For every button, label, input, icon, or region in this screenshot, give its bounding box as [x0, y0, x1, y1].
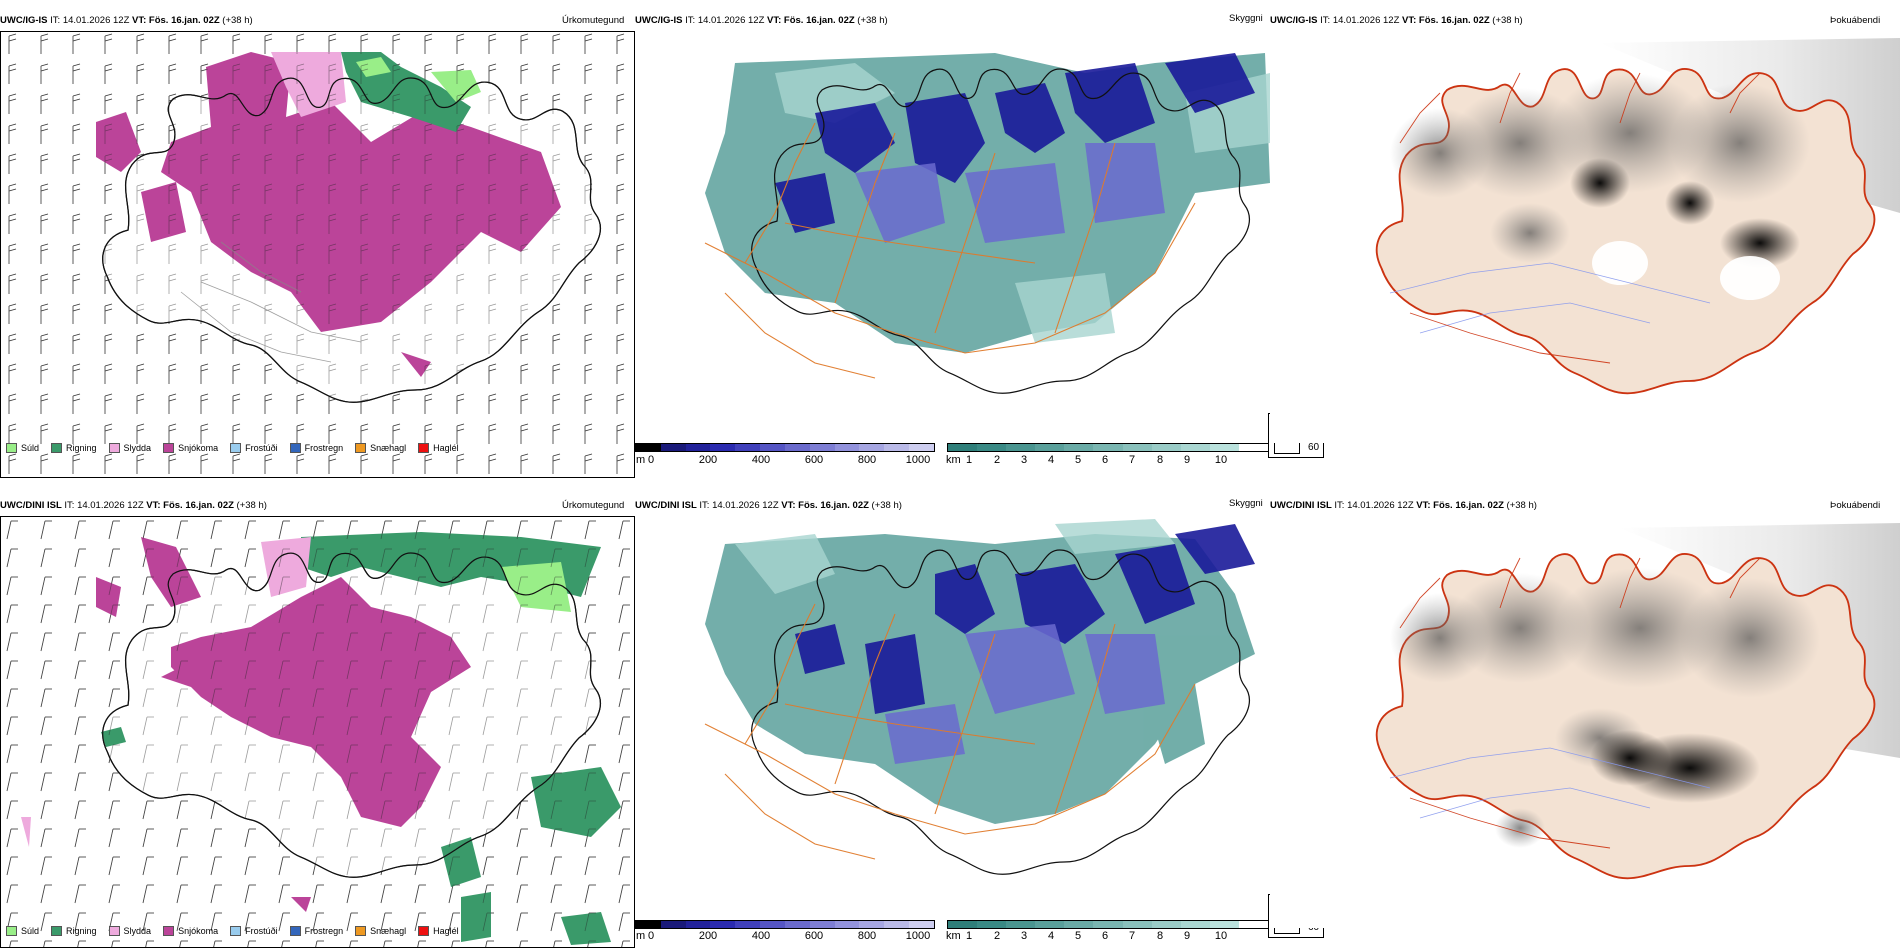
legend-swatch: [418, 926, 430, 936]
visibility-scale-bar-row1: [947, 443, 1269, 452]
precip-title-row1: Úrkomutegund: [562, 15, 625, 26]
cloud-title-row1: Skyggni: [1229, 13, 1263, 24]
legend-swatch: [108, 443, 120, 453]
legend-swatch: [355, 926, 367, 936]
legend-item-frostudi: Frostúði: [230, 443, 278, 453]
legend-item-snaehagl: Snæhagl: [355, 926, 406, 936]
row1-header-fog: UWC/IG-IS IT: 14.01.2026 12Z VT: Fös. 16…: [1270, 15, 1523, 26]
legend-swatch: [230, 926, 242, 936]
legend-swatch: [108, 926, 120, 936]
legend-item-suld: Súld: [6, 926, 39, 936]
precip-map-frame-row1: [0, 31, 635, 478]
row1-header-cloud: UWC/IG-IS IT: 14.01.2026 12Z VT: Fös. 16…: [635, 15, 888, 26]
legend-item-slydda: Slydda: [108, 443, 151, 453]
visibility-scale-bar-row2: [947, 920, 1269, 929]
cloud-panel-row1: UWC/IG-IS IT: 14.01.2026 12Z VT: Fös. 16…: [635, 13, 1324, 466]
legend-swatch: [51, 443, 63, 453]
legend-item-frostregn: Frostregn: [289, 443, 343, 453]
precip-legend-row2: Súld Rigning Slydda Snjókoma Frostúði Fr…: [6, 926, 471, 936]
row2-header-fog: UWC/DINI ISL IT: 14.01.2026 12Z VT: Fös.…: [1270, 500, 1537, 511]
visibility-unit-row2: km: [946, 930, 961, 942]
legend-item-frostudi: Frostúði: [230, 926, 278, 936]
fog-panel-row1: UWC/IG-IS IT: 14.01.2026 12Z VT: Fös. 16…: [1270, 15, 1900, 465]
legend-swatch: [289, 926, 301, 936]
legend-swatch: [163, 443, 175, 453]
ceiling-scale-bar-row2: [635, 920, 935, 929]
precip-panel-row2: UWC/DINI ISL IT: 14.01.2026 12Z VT: Fös.…: [0, 500, 635, 950]
cloud-panel-row2: UWC/DINI ISL IT: 14.01.2026 12Z VT: Fös.…: [635, 498, 1324, 950]
fog-map-row2: [1270, 518, 1900, 928]
legend-item-snjokoma: Snjókoma: [163, 926, 218, 936]
fog-map-row1: [1270, 33, 1900, 443]
ceiling-unit-row1: m: [636, 454, 646, 466]
fog-title-row2: Þokuábendi: [1830, 500, 1881, 511]
precip-map-frame-row2: [0, 516, 635, 948]
row1-header-precip: UWC/IG-IS IT: 14.01.2026 12Z VT: Fös. 16…: [0, 15, 253, 26]
legend-swatch: [51, 926, 63, 936]
legend-item-rigning: Rigning: [51, 443, 97, 453]
cloud-map-row2: [635, 514, 1270, 914]
ceiling-scale-bar-row1: [635, 443, 935, 452]
cloud-title-row2: Skyggni: [1229, 498, 1263, 509]
precip-panel-row1: UWC/IG-IS IT: 14.01.2026 12Z VT: Fös. 16…: [0, 15, 635, 478]
row2-header-cloud: UWC/DINI ISL IT: 14.01.2026 12Z VT: Fös.…: [635, 500, 902, 511]
legend-item-haglel: Haglél: [418, 443, 459, 453]
legend-swatch: [6, 926, 17, 936]
precip-legend-row1: Súld Rigning Slydda Snjókoma Frostúði Fr…: [6, 443, 471, 453]
fog-panel-row2: UWC/DINI ISL IT: 14.01.2026 12Z VT: Fös.…: [1270, 500, 1900, 950]
legend-swatch: [163, 926, 175, 936]
fog-title-row1: Þokuábendi: [1830, 15, 1881, 26]
legend-swatch: [6, 443, 17, 453]
legend-swatch: [418, 443, 430, 453]
cloud-map-row1: [635, 33, 1270, 443]
ceiling-unit-row2: m: [636, 930, 646, 942]
legend-item-rigning: Rigning: [51, 926, 97, 936]
visibility-unit-row1: km: [946, 454, 961, 466]
row2-header-precip: UWC/DINI ISL IT: 14.01.2026 12Z VT: Fös.…: [0, 500, 267, 511]
legend-item-suld: Súld: [6, 443, 39, 453]
legend-swatch: [355, 443, 367, 453]
legend-item-snaehagl: Snæhagl: [355, 443, 406, 453]
precip-title-row2: Úrkomutegund: [562, 500, 625, 511]
legend-item-frostregn: Frostregn: [289, 926, 343, 936]
legend-swatch: [289, 443, 301, 453]
precip-map-row1: [1, 32, 634, 477]
legend-item-haglel: Haglél: [418, 926, 459, 936]
legend-item-snjokoma: Snjókoma: [163, 443, 218, 453]
legend-item-slydda: Slydda: [108, 926, 151, 936]
legend-swatch: [230, 443, 242, 453]
precip-map-row2: [1, 517, 634, 947]
